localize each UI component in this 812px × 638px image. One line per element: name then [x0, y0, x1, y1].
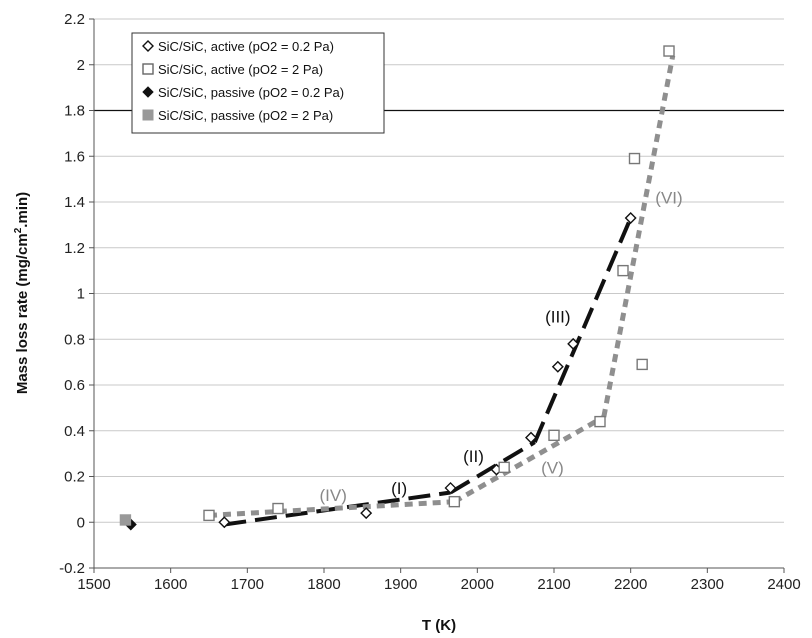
legend-label: SiC/SiC, passive (pO2 = 0.2 Pa): [158, 85, 344, 100]
y-tick-label: 1: [77, 286, 85, 303]
data-point-series-0: [444, 481, 457, 494]
y-tick-label: 1.2: [64, 240, 85, 257]
legend-marker-diamond-filled: [142, 86, 154, 98]
x-tick-label: 2100: [537, 576, 570, 593]
y-axis-title: Mass loss rate (mg/cm2.min): [13, 192, 31, 394]
data-point-series-0: [218, 516, 231, 529]
y-tick-label: 1.4: [64, 194, 85, 211]
legend-marker-square-open: [142, 63, 154, 75]
data-point-series-0: [624, 212, 637, 225]
gridlines: [94, 18, 784, 569]
x-tick-label: 1600: [154, 576, 187, 593]
data-point-series-1: [272, 502, 284, 515]
trend-line-black: [532, 217, 633, 443]
y-tick-label: 0: [77, 514, 85, 531]
region-label: (IV): [320, 486, 347, 505]
y-tick-label: 0.2: [64, 469, 85, 486]
y-tick-label: 2: [77, 57, 85, 74]
legend-marker-square-filled: [142, 109, 154, 121]
axes: [89, 18, 785, 573]
x-tick-label: 1500: [77, 576, 110, 593]
data-point-series-1: [617, 264, 629, 277]
region-label: (I): [391, 479, 407, 498]
trend-line-gray: [453, 414, 606, 504]
data-point-series-0: [525, 431, 537, 444]
region-labels: (I) (II) (III) (IV) (V) (VI): [320, 188, 683, 504]
legend-entry-active-02: SiC/SiC, active (pO2 = 0.2 Pa): [142, 39, 334, 54]
y-tick-label: 0.4: [64, 423, 85, 440]
data-points: [119, 45, 675, 531]
y-axis-title-main: Mass loss rate (mg/cm: [14, 233, 31, 394]
trend-line-black: [449, 440, 536, 495]
data-point-series-1: [628, 152, 641, 165]
legend-entry-passive-02: SiC/SiC, passive (pO2 = 0.2 Pa): [142, 85, 344, 100]
legend-entry-active-2: SiC/SiC, active (pO2 = 2 Pa): [142, 62, 323, 77]
trend-line-gray: [601, 55, 676, 418]
x-tick-label: 2200: [614, 576, 647, 593]
data-point-series-1: [636, 358, 648, 371]
y-tick-label: 2.2: [64, 11, 85, 28]
region-label: (II): [463, 447, 484, 466]
tick-labels: -0.2 0 0.2 0.4 0.6 0.8 1 1.2 1.4 1.6 1.8 2 2.2 1500 16…: [59, 11, 801, 593]
data-point-series-0: [567, 337, 580, 350]
x-tick-label: 1900: [384, 576, 417, 593]
data-point-series-1: [548, 429, 560, 442]
trend-lines: [208, 55, 676, 527]
x-tick-label: 1700: [231, 576, 264, 593]
data-point-series-1: [203, 509, 215, 522]
x-tick-label: 1800: [307, 576, 340, 593]
y-tick-label: 0.6: [64, 377, 85, 394]
data-point-series-0: [551, 360, 564, 373]
y-axis-title-superscript: 2: [13, 227, 24, 233]
region-label: (III): [545, 307, 571, 326]
legend-entry-passive-2: SiC/SiC, passive (pO2 = 2 Pa): [142, 108, 333, 123]
y-tick-label: -0.2: [59, 560, 85, 577]
x-tick-label: 2000: [461, 576, 494, 593]
legend-marker-diamond-open: [142, 40, 154, 52]
legend-label: SiC/SiC, active (pO2 = 0.2 Pa): [158, 39, 334, 54]
data-point-series-3: [119, 514, 132, 526]
data-point-series-1: [594, 415, 606, 428]
data-point-series-1: [663, 45, 675, 57]
y-tick-label: 1.6: [64, 148, 85, 165]
region-label: (VI): [655, 188, 682, 207]
x-axis-title: T (K): [422, 617, 456, 634]
x-tick-label: 2300: [691, 576, 724, 593]
legend: SiC/SiC, active (pO2 = 0.2 Pa) SiC/SiC, …: [131, 32, 385, 134]
y-axis-title-end: .min): [14, 192, 31, 228]
region-label: (V): [541, 458, 564, 477]
data-point-series-0: [360, 507, 373, 520]
legend-box: [131, 32, 385, 134]
y-tick-label: 1.8: [64, 103, 85, 120]
data-point-series-1: [498, 461, 510, 474]
data-point-series-1: [448, 495, 461, 508]
x-tick-label: 2400: [767, 576, 800, 593]
y-tick-label: 0.8: [64, 331, 85, 348]
legend-label: SiC/SiC, active (pO2 = 2 Pa): [158, 62, 323, 77]
legend-label: SiC/SiC, passive (pO2 = 2 Pa): [158, 108, 333, 123]
